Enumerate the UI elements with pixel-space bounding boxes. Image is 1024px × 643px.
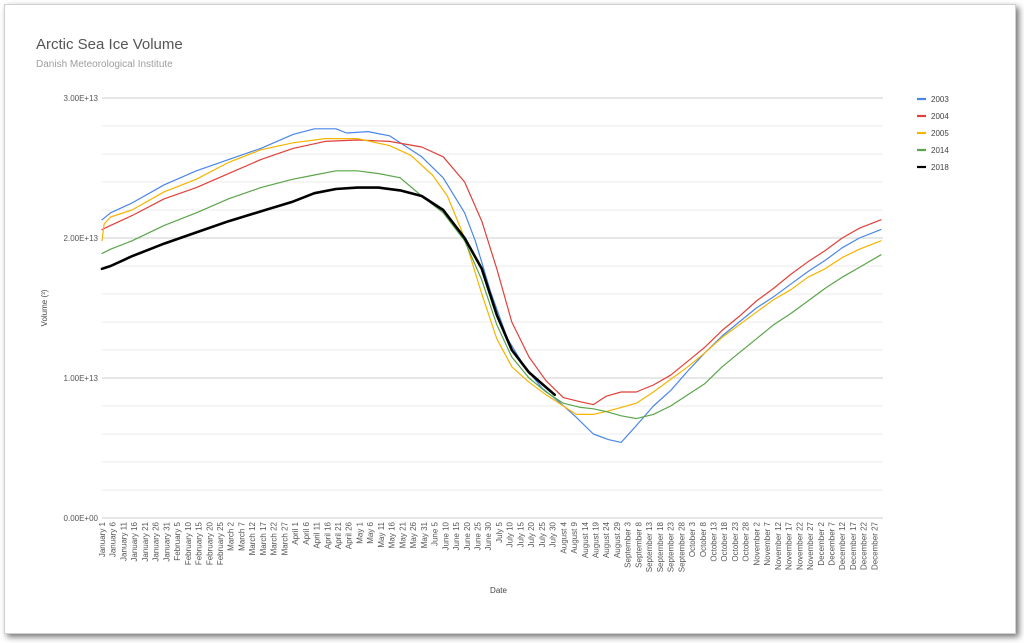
x-tick-label: February 5: [173, 521, 182, 560]
x-tick-label: September 13: [645, 521, 654, 572]
x-tick-label: July 10: [506, 521, 515, 547]
x-tick-label: December 22: [860, 521, 869, 570]
x-tick-label: August 24: [602, 521, 611, 558]
x-tick-label: September 8: [634, 521, 643, 567]
legend-label-2003: 2003: [931, 95, 949, 104]
chart-subtitle: Danish Meteorological Institute: [36, 59, 173, 70]
x-tick-label: June 10: [441, 521, 450, 550]
x-tick-label: October 28: [742, 521, 751, 561]
x-tick-label: December 7: [828, 521, 837, 565]
x-tick-label: May 21: [398, 521, 407, 548]
x-tick-label: February 15: [195, 521, 204, 565]
x-tick-label: March 17: [259, 521, 268, 555]
x-tick-label: November 2: [752, 521, 761, 565]
x-tick-label: August 29: [613, 521, 622, 558]
x-tick-label: April 16: [323, 521, 332, 549]
x-tick-label: January 26: [152, 521, 161, 561]
x-tick-label: August 9: [570, 521, 579, 553]
legend-label-2005: 2005: [931, 129, 949, 138]
x-tick-label: February 20: [205, 521, 214, 565]
x-tick-label: December 2: [817, 521, 826, 565]
y-tick-label: 3.00E+13: [64, 94, 99, 103]
legend-label-2004: 2004: [931, 112, 949, 121]
x-tick-label: December 27: [870, 521, 879, 570]
y-tick-label: 0.00E+00: [64, 514, 99, 523]
x-tick-label: June 15: [452, 521, 461, 550]
y-axis-title: Volume (³): [40, 289, 49, 326]
x-tick-label: July 30: [549, 521, 558, 547]
x-tick-label: May 31: [420, 521, 429, 548]
x-tick-label: May 11: [377, 521, 386, 547]
series-line-2005: [101, 138, 882, 415]
x-tick-label: September 18: [656, 521, 665, 572]
x-tick-label: February 10: [184, 521, 193, 565]
x-tick-label: January 16: [130, 521, 139, 561]
chart-card: [4, 4, 1016, 634]
x-tick-label: November 12: [774, 521, 783, 570]
x-tick-label: October 8: [699, 521, 708, 557]
x-tick-label: January 21: [141, 521, 150, 561]
x-tick-label: June 25: [473, 521, 482, 550]
chart-title: Arctic Sea Ice Volume: [36, 36, 183, 53]
series-line-2003: [101, 128, 882, 443]
x-tick-label: May 26: [409, 521, 418, 548]
x-tick-label: June 30: [484, 521, 493, 550]
x-tick-label: May 1: [355, 521, 364, 543]
y-tick-label: 1.00E+13: [64, 374, 99, 383]
series-line-2018: [100, 186, 556, 397]
x-tick-label: August 19: [591, 521, 600, 558]
x-tick-label: December 12: [838, 521, 847, 570]
x-tick-label: September 23: [667, 521, 676, 572]
x-tick-label: March 7: [237, 521, 246, 550]
x-tick-label: February 25: [216, 521, 225, 565]
x-tick-label: March 27: [280, 521, 289, 555]
x-tick-label: April 26: [345, 521, 354, 549]
legend-label-2014: 2014: [931, 146, 949, 155]
x-tick-label: September 28: [677, 521, 686, 572]
x-tick-label: January 31: [162, 521, 171, 561]
x-tick-label: November 7: [763, 521, 772, 565]
x-tick-label: January 1: [98, 521, 107, 557]
x-tick-label: July 20: [527, 521, 536, 547]
x-tick-label: November 22: [795, 521, 804, 570]
x-tick-label: July 15: [516, 521, 525, 547]
x-tick-label: December 17: [849, 521, 858, 570]
x-tick-label: October 23: [731, 521, 740, 561]
x-tick-label: October 3: [688, 521, 697, 557]
x-tick-label: January 11: [119, 521, 128, 561]
x-tick-label: October 18: [720, 521, 729, 561]
x-tick-label: April 1: [291, 521, 300, 544]
x-tick-label: April 6: [302, 521, 311, 544]
x-tick-label: September 3: [624, 521, 633, 567]
x-tick-label: June 20: [463, 521, 472, 550]
x-tick-label: August 4: [559, 521, 568, 553]
x-tick-label: March 2: [227, 521, 236, 550]
series-line-2014: [101, 170, 882, 420]
x-tick-label: April 11: [313, 521, 322, 548]
x-tick-label: January 6: [109, 521, 118, 557]
x-tick-label: October 13: [709, 521, 718, 561]
x-tick-label: July 25: [538, 521, 547, 547]
legend-label-2018: 2018: [931, 163, 949, 172]
x-axis-title: Date: [490, 586, 507, 595]
x-tick-label: March 12: [248, 521, 257, 555]
x-tick-label: May 6: [366, 521, 375, 543]
y-tick-label: 2.00E+13: [64, 234, 99, 243]
x-tick-label: April 21: [334, 521, 343, 549]
x-tick-label: August 14: [581, 521, 590, 558]
x-tick-label: June 5: [431, 521, 440, 546]
series-line-2004: [101, 139, 882, 406]
x-tick-label: July 5: [495, 521, 504, 542]
x-tick-label: May 16: [388, 521, 397, 548]
x-tick-label: November 27: [806, 521, 815, 570]
x-tick-label: November 17: [785, 521, 794, 570]
x-tick-label: March 22: [270, 521, 279, 555]
